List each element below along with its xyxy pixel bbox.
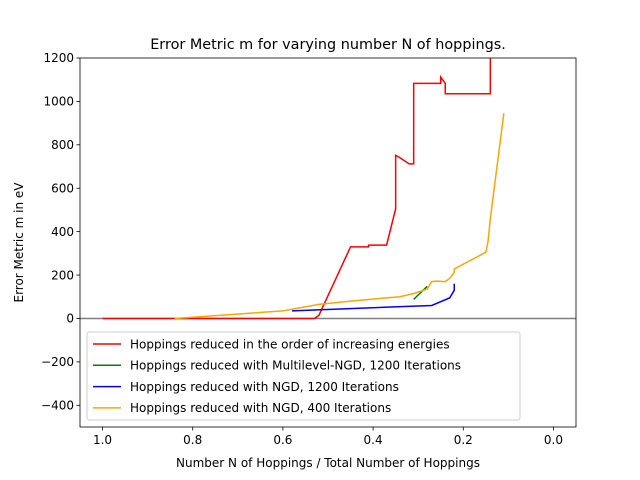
series-group — [102, 58, 505, 320]
legend-entry-2: Hoppings reduced with Multilevel-NGD, 12… — [130, 359, 461, 373]
legend-entry-3: Hoppings reduced with NGD, 1200 Iteratio… — [130, 380, 399, 394]
x-tick-label: 0.2 — [454, 433, 473, 447]
series-line-1 — [102, 58, 492, 320]
series-line-2 — [413, 285, 428, 300]
x-tick-label: 0.0 — [544, 433, 563, 447]
legend: Hoppings reduced in the order of increas… — [86, 331, 521, 421]
y-axis-label: Error Metric m in eV — [12, 182, 26, 303]
y-axis-ticks: −400 −200 0 200 400 600 800 1000 1200 — [41, 51, 80, 412]
series-line-3 — [291, 283, 455, 312]
plot-frame — [79, 57, 577, 428]
y-tick-label: 0 — [66, 312, 74, 326]
y-tick-label: 1000 — [43, 95, 74, 109]
legend-entry-1: Hoppings reduced in the order of increas… — [130, 337, 450, 351]
x-tick-label: 1.0 — [93, 433, 112, 447]
y-tick-label: 600 — [51, 181, 74, 195]
x-tick-label: 0.4 — [364, 433, 383, 447]
y-tick-label: 1200 — [43, 51, 74, 65]
y-tick-label: −400 — [41, 398, 74, 412]
y-tick-label: −200 — [41, 355, 74, 369]
series-line-4 — [174, 113, 505, 320]
legend-entry-4: Hoppings reduced with NGD, 400 Iteration… — [130, 401, 391, 415]
x-tick-label: 0.8 — [183, 433, 202, 447]
y-tick-label: 800 — [51, 138, 74, 152]
x-axis-ticks: 1.0 0.8 0.6 0.4 0.2 0.0 — [93, 427, 563, 447]
x-axis-label: Number N of Hoppings / Total Number of H… — [176, 456, 480, 470]
legend-box — [86, 331, 521, 421]
chart-title: Error Metric m for varying number N of h… — [150, 37, 506, 53]
y-tick-label: 200 — [51, 268, 74, 282]
x-tick-label: 0.6 — [273, 433, 292, 447]
y-tick-label: 400 — [51, 225, 74, 239]
